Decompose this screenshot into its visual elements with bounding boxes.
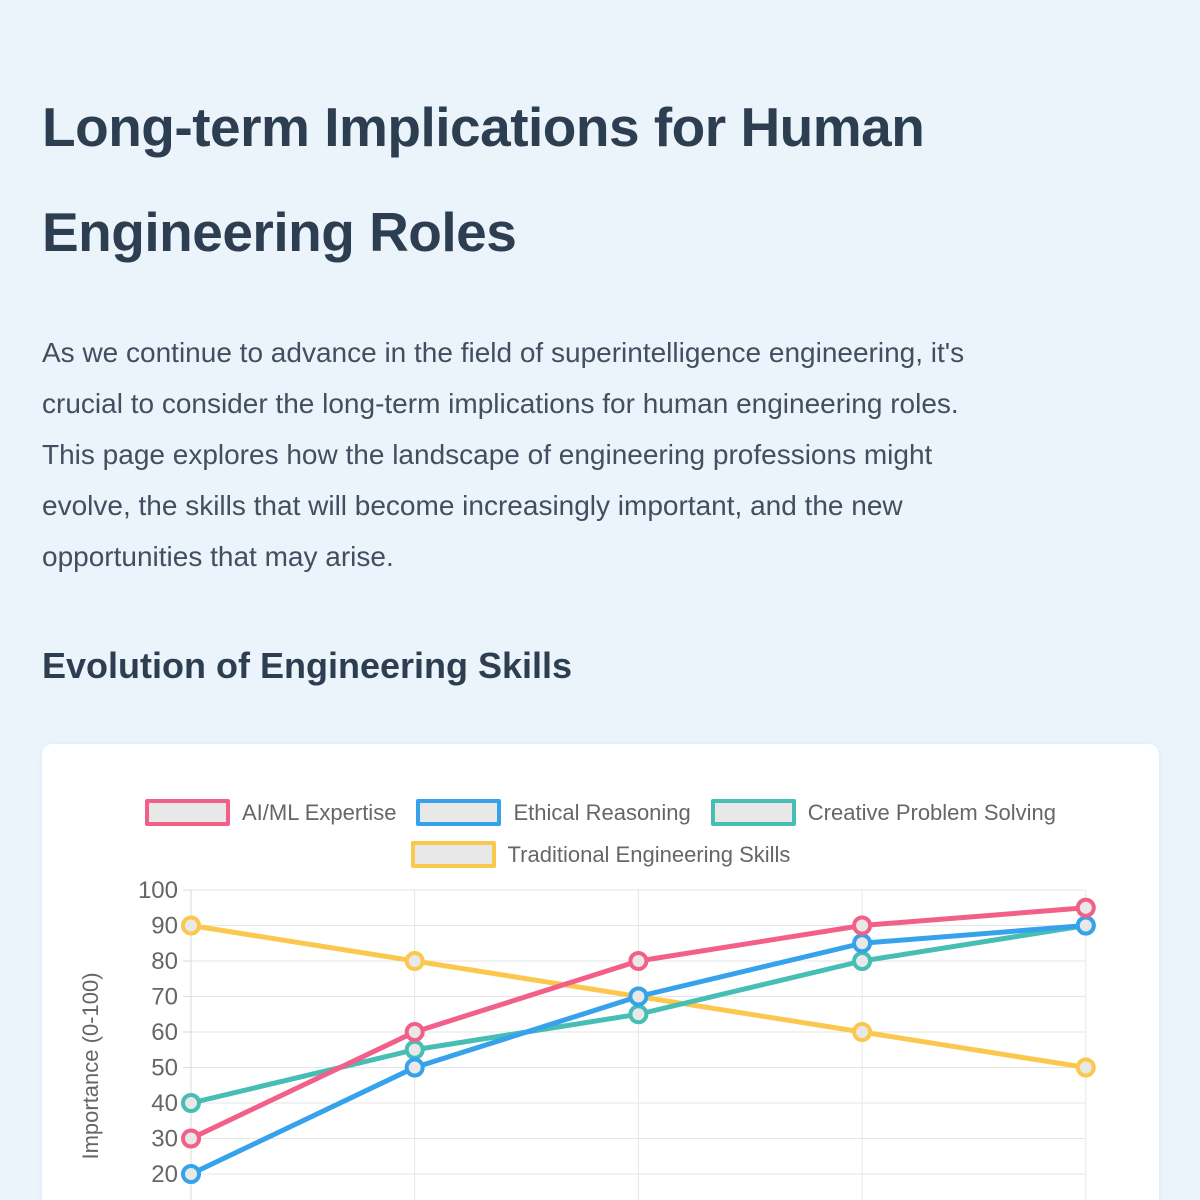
legend-swatch-ai-ml-expertise [144, 799, 230, 826]
legend-label-creative-problem-solving: Creative Problem Solving [807, 800, 1057, 825]
legend-label-ai-ml-expertise: AI/ML Expertise [241, 800, 397, 825]
legend-item-ethical-reasoning[interactable]: Ethical Reasoning [416, 799, 691, 826]
legend-swatch-ethical-reasoning [416, 799, 502, 826]
legend-item-ai-ml-expertise[interactable]: AI/ML Expertise [144, 799, 397, 826]
svg-text:70: 70 [151, 984, 178, 1011]
legend-swatch-creative-problem-solving [710, 799, 796, 826]
section-heading: Evolution of Engineering Skills [42, 645, 573, 686]
svg-text:90: 90 [151, 913, 178, 940]
legend-label-traditional-engineering-skills: Traditional Engineering Skills [507, 842, 791, 867]
legend-swatch-traditional-engineering-skills [410, 841, 496, 868]
svg-text:100: 100 [138, 877, 178, 904]
svg-text:30: 30 [151, 1126, 178, 1153]
chart-legend-row-1: AI/ML Expertise Ethical Reasoning Creati… [42, 799, 1159, 826]
svg-text:40: 40 [151, 1090, 178, 1117]
svg-text:20: 20 [151, 1161, 178, 1188]
svg-text:50: 50 [151, 1055, 178, 1082]
legend-item-traditional-engineering-skills[interactable]: Traditional Engineering Skills [410, 841, 791, 868]
svg-text:80: 80 [151, 948, 178, 975]
intro-paragraph: As we continue to advance in the field o… [42, 337, 965, 572]
page-title: Long-term Implications for Human Enginee… [42, 96, 925, 263]
skills-evolution-line-chart[interactable]: 100 90 80 70 60 50 40 30 20 10 Importance (0-100) [42, 744, 1159, 1200]
svg-text:60: 60 [151, 1019, 178, 1046]
legend-label-ethical-reasoning: Ethical Reasoning [513, 800, 691, 825]
svg-text:10: 10 [151, 1197, 178, 1200]
chart-card: AI/ML Expertise Ethical Reasoning Creati… [42, 744, 1159, 1200]
svg-text:Importance (0-100): Importance (0-100) [78, 972, 103, 1159]
chart-legend-row-2: Traditional Engineering Skills [42, 841, 1159, 868]
legend-item-creative-problem-solving[interactable]: Creative Problem Solving [710, 799, 1057, 826]
